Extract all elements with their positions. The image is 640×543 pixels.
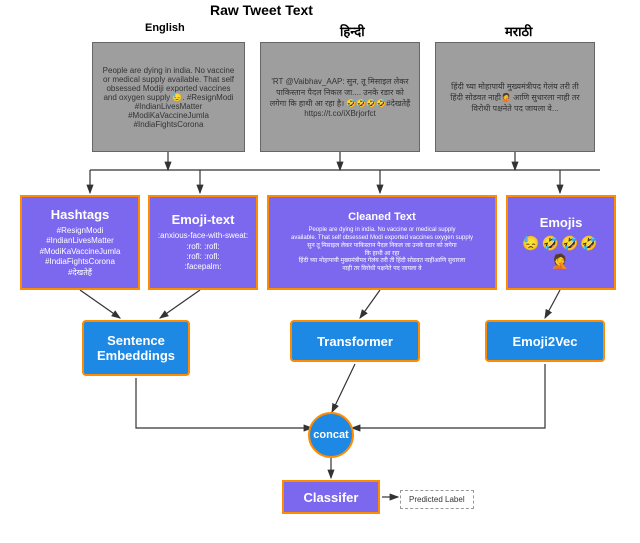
proc-title: Emojis: [540, 215, 583, 230]
tweet-english_tweet: People are dying in india. No vaccine or…: [92, 42, 245, 152]
lang-label-marathi: मराठी: [505, 22, 532, 40]
proc-title: Emoji-text: [172, 212, 235, 227]
proc-content: #ResignModi#IndianLivesMatter#ModiKaVacc…: [40, 226, 121, 278]
tweet-hindi_tweet: 'RT @Vaibhav_AAP: सुन, तू मिसाइल लेकर पा…: [260, 42, 420, 152]
diagram-title: Raw Tweet Text: [210, 2, 313, 18]
output-label: Predicted Label: [409, 495, 465, 504]
proc-content: People are dying in india. No vaccine or…: [291, 227, 473, 274]
proc-cleaned: Cleaned Text People are dying in india. N…: [267, 195, 497, 290]
concat-node: concat: [308, 412, 354, 458]
proc-content: :anxious-face-with-sweat::rofl: :rofl::r…: [158, 231, 248, 273]
classifier-label: Classifer: [304, 490, 359, 505]
model-transformer: Transformer: [290, 320, 420, 362]
proc-emoji_text: Emoji-text:anxious-face-with-sweat::rofl…: [148, 195, 258, 290]
model-sent_emb: Sentence Embeddings: [82, 320, 190, 376]
proc-content: 😓🤣🤣🤣🤦: [522, 234, 600, 270]
model-emoji2vec: Emoji2Vec: [485, 320, 605, 362]
classifier-node: Classifer: [282, 480, 380, 514]
tweet-marathi_tweet: हिंदी च्या मोहापायी मुख्यमंत्रीपद गेलंय …: [435, 42, 595, 152]
output-node: Predicted Label: [400, 490, 474, 509]
proc-emojis: Emojis 😓🤣🤣🤣🤦: [506, 195, 616, 290]
concat-label: concat: [313, 429, 348, 441]
proc-title: Hashtags: [51, 207, 110, 222]
lang-label-english: English: [145, 22, 185, 34]
proc-hashtags: Hashtags #ResignModi#IndianLivesMatter#Mo…: [20, 195, 140, 290]
proc-title: Cleaned Text: [348, 211, 416, 223]
lang-label-hindi: हिन्दी: [340, 22, 365, 40]
